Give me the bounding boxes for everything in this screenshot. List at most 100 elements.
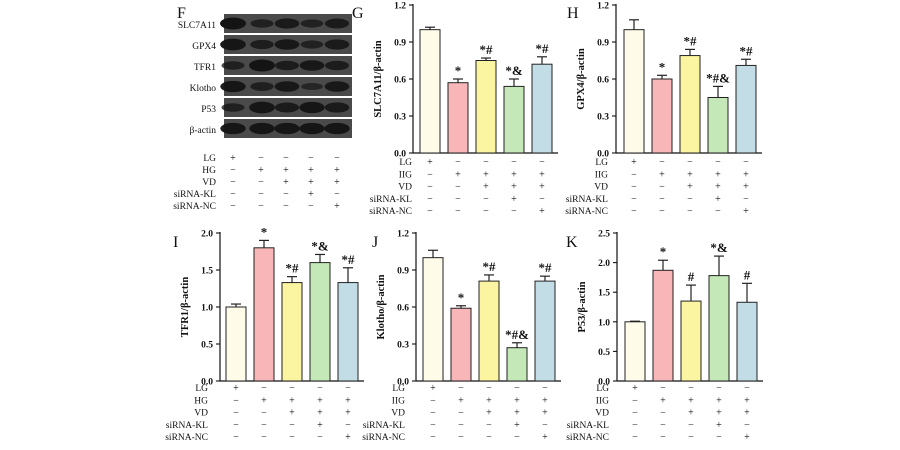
group-row-label: VD bbox=[202, 178, 216, 188]
group-sign: + bbox=[716, 408, 722, 419]
group-row-label: HG bbox=[194, 396, 208, 406]
blot-band bbox=[250, 39, 274, 50]
group-sign: − bbox=[258, 177, 264, 188]
y-tick-label: 2.0 bbox=[598, 259, 610, 269]
significance-label: * bbox=[261, 224, 268, 239]
blot-band bbox=[324, 102, 350, 113]
group-row-label: siRNA-KL bbox=[370, 195, 412, 205]
bar bbox=[679, 55, 701, 154]
y-tick-label: 1.0 bbox=[201, 304, 213, 314]
group-sign: − bbox=[631, 194, 637, 205]
group-sign: − bbox=[539, 157, 545, 168]
significance-label: # bbox=[688, 269, 695, 284]
group-sign: + bbox=[483, 182, 489, 193]
group-sign: − bbox=[427, 182, 433, 193]
group-sign: − bbox=[455, 194, 461, 205]
group-sign: + bbox=[716, 420, 722, 431]
bar bbox=[475, 60, 497, 154]
group-sign: − bbox=[688, 420, 694, 431]
y-tick-label: 0.3 bbox=[394, 113, 406, 123]
group-sign: − bbox=[659, 182, 665, 193]
blot-band bbox=[220, 17, 246, 30]
group-row-label: HG bbox=[202, 166, 216, 176]
blot-band bbox=[220, 122, 246, 135]
group-sign: + bbox=[230, 153, 236, 164]
significance-label: *# bbox=[740, 43, 754, 58]
group-sign: − bbox=[230, 177, 236, 188]
blot-band bbox=[324, 39, 350, 50]
group-sign: + bbox=[715, 182, 721, 193]
group-sign: − bbox=[430, 408, 436, 419]
chart-panel-g: G 0.0 0.3 0.6 0.9 1.2 SLC7A11/β-actin * *# *& *# LG… bbox=[352, 2, 558, 217]
group-sign: + bbox=[483, 169, 489, 180]
group-sign: − bbox=[334, 189, 340, 200]
group-sign: − bbox=[660, 432, 666, 443]
group-sign: + bbox=[744, 432, 750, 443]
group-sign: + bbox=[542, 408, 548, 419]
y-tick-label: 0.9 bbox=[394, 39, 406, 49]
y-axis-label: TFR1/β-actin bbox=[180, 277, 191, 338]
group-sign: − bbox=[233, 408, 239, 419]
panel-letter: H bbox=[567, 5, 579, 22]
y-tick-label: 0.0 bbox=[397, 378, 409, 388]
significance-label: *& bbox=[710, 240, 728, 255]
group-sign: + bbox=[308, 177, 314, 188]
group-sign: − bbox=[334, 153, 340, 164]
group-sign: − bbox=[514, 432, 520, 443]
blot-band bbox=[324, 18, 350, 29]
group-sign: + bbox=[317, 395, 323, 406]
group-row-label: siRNA-KL bbox=[363, 421, 405, 431]
group-row-label: LG bbox=[399, 158, 412, 168]
group-row-label: LG bbox=[195, 384, 208, 394]
panel-letter: I bbox=[173, 234, 178, 251]
bar bbox=[503, 85, 525, 154]
group-sign: + bbox=[716, 395, 722, 406]
group-sign: − bbox=[486, 383, 492, 394]
y-tick-label: 1.5 bbox=[201, 267, 213, 277]
group-sign: + bbox=[283, 177, 289, 188]
group-sign: + bbox=[688, 408, 694, 419]
group-row-label: VD bbox=[391, 409, 405, 419]
blot-band bbox=[300, 19, 324, 28]
y-tick-label: 0.9 bbox=[597, 39, 609, 49]
group-sign: − bbox=[688, 432, 694, 443]
group-sign: − bbox=[631, 182, 637, 193]
group-sign: − bbox=[687, 206, 693, 217]
y-tick-label: 2.5 bbox=[598, 230, 610, 240]
significance-label: * bbox=[659, 59, 666, 74]
y-tick-label: 0.3 bbox=[397, 341, 409, 351]
group-sign: − bbox=[511, 206, 517, 217]
group-sign: − bbox=[486, 432, 492, 443]
group-sign: + bbox=[458, 395, 464, 406]
significance-label: *# bbox=[286, 261, 300, 276]
group-sign: + bbox=[659, 169, 665, 180]
group-sign: + bbox=[345, 432, 351, 443]
group-sign: − bbox=[427, 194, 433, 205]
group-row-label: VD bbox=[194, 409, 208, 419]
group-row-label: siRNA-NC bbox=[173, 202, 216, 212]
bar bbox=[422, 257, 444, 382]
y-tick-label: 0.5 bbox=[598, 348, 610, 358]
group-sign: − bbox=[289, 432, 295, 443]
bar bbox=[225, 306, 247, 382]
group-sign: + bbox=[514, 395, 520, 406]
group-row-label: IIG bbox=[399, 170, 412, 180]
group-sign: − bbox=[688, 383, 694, 394]
blot-row-label: SLC7A11 bbox=[178, 21, 216, 31]
group-sign: − bbox=[715, 206, 721, 217]
group-sign: + bbox=[308, 165, 314, 176]
group-sign: − bbox=[233, 432, 239, 443]
group-sign: + bbox=[542, 432, 548, 443]
group-row-label: IIG bbox=[392, 396, 405, 406]
group-sign: + bbox=[514, 420, 520, 431]
blot-band bbox=[274, 102, 300, 113]
blot-band bbox=[220, 38, 246, 51]
group-row-label: VD bbox=[594, 183, 608, 193]
bar bbox=[447, 82, 469, 154]
bar bbox=[736, 301, 758, 382]
panel-letter: F bbox=[177, 5, 186, 22]
y-tick-label: 2.0 bbox=[201, 230, 213, 240]
